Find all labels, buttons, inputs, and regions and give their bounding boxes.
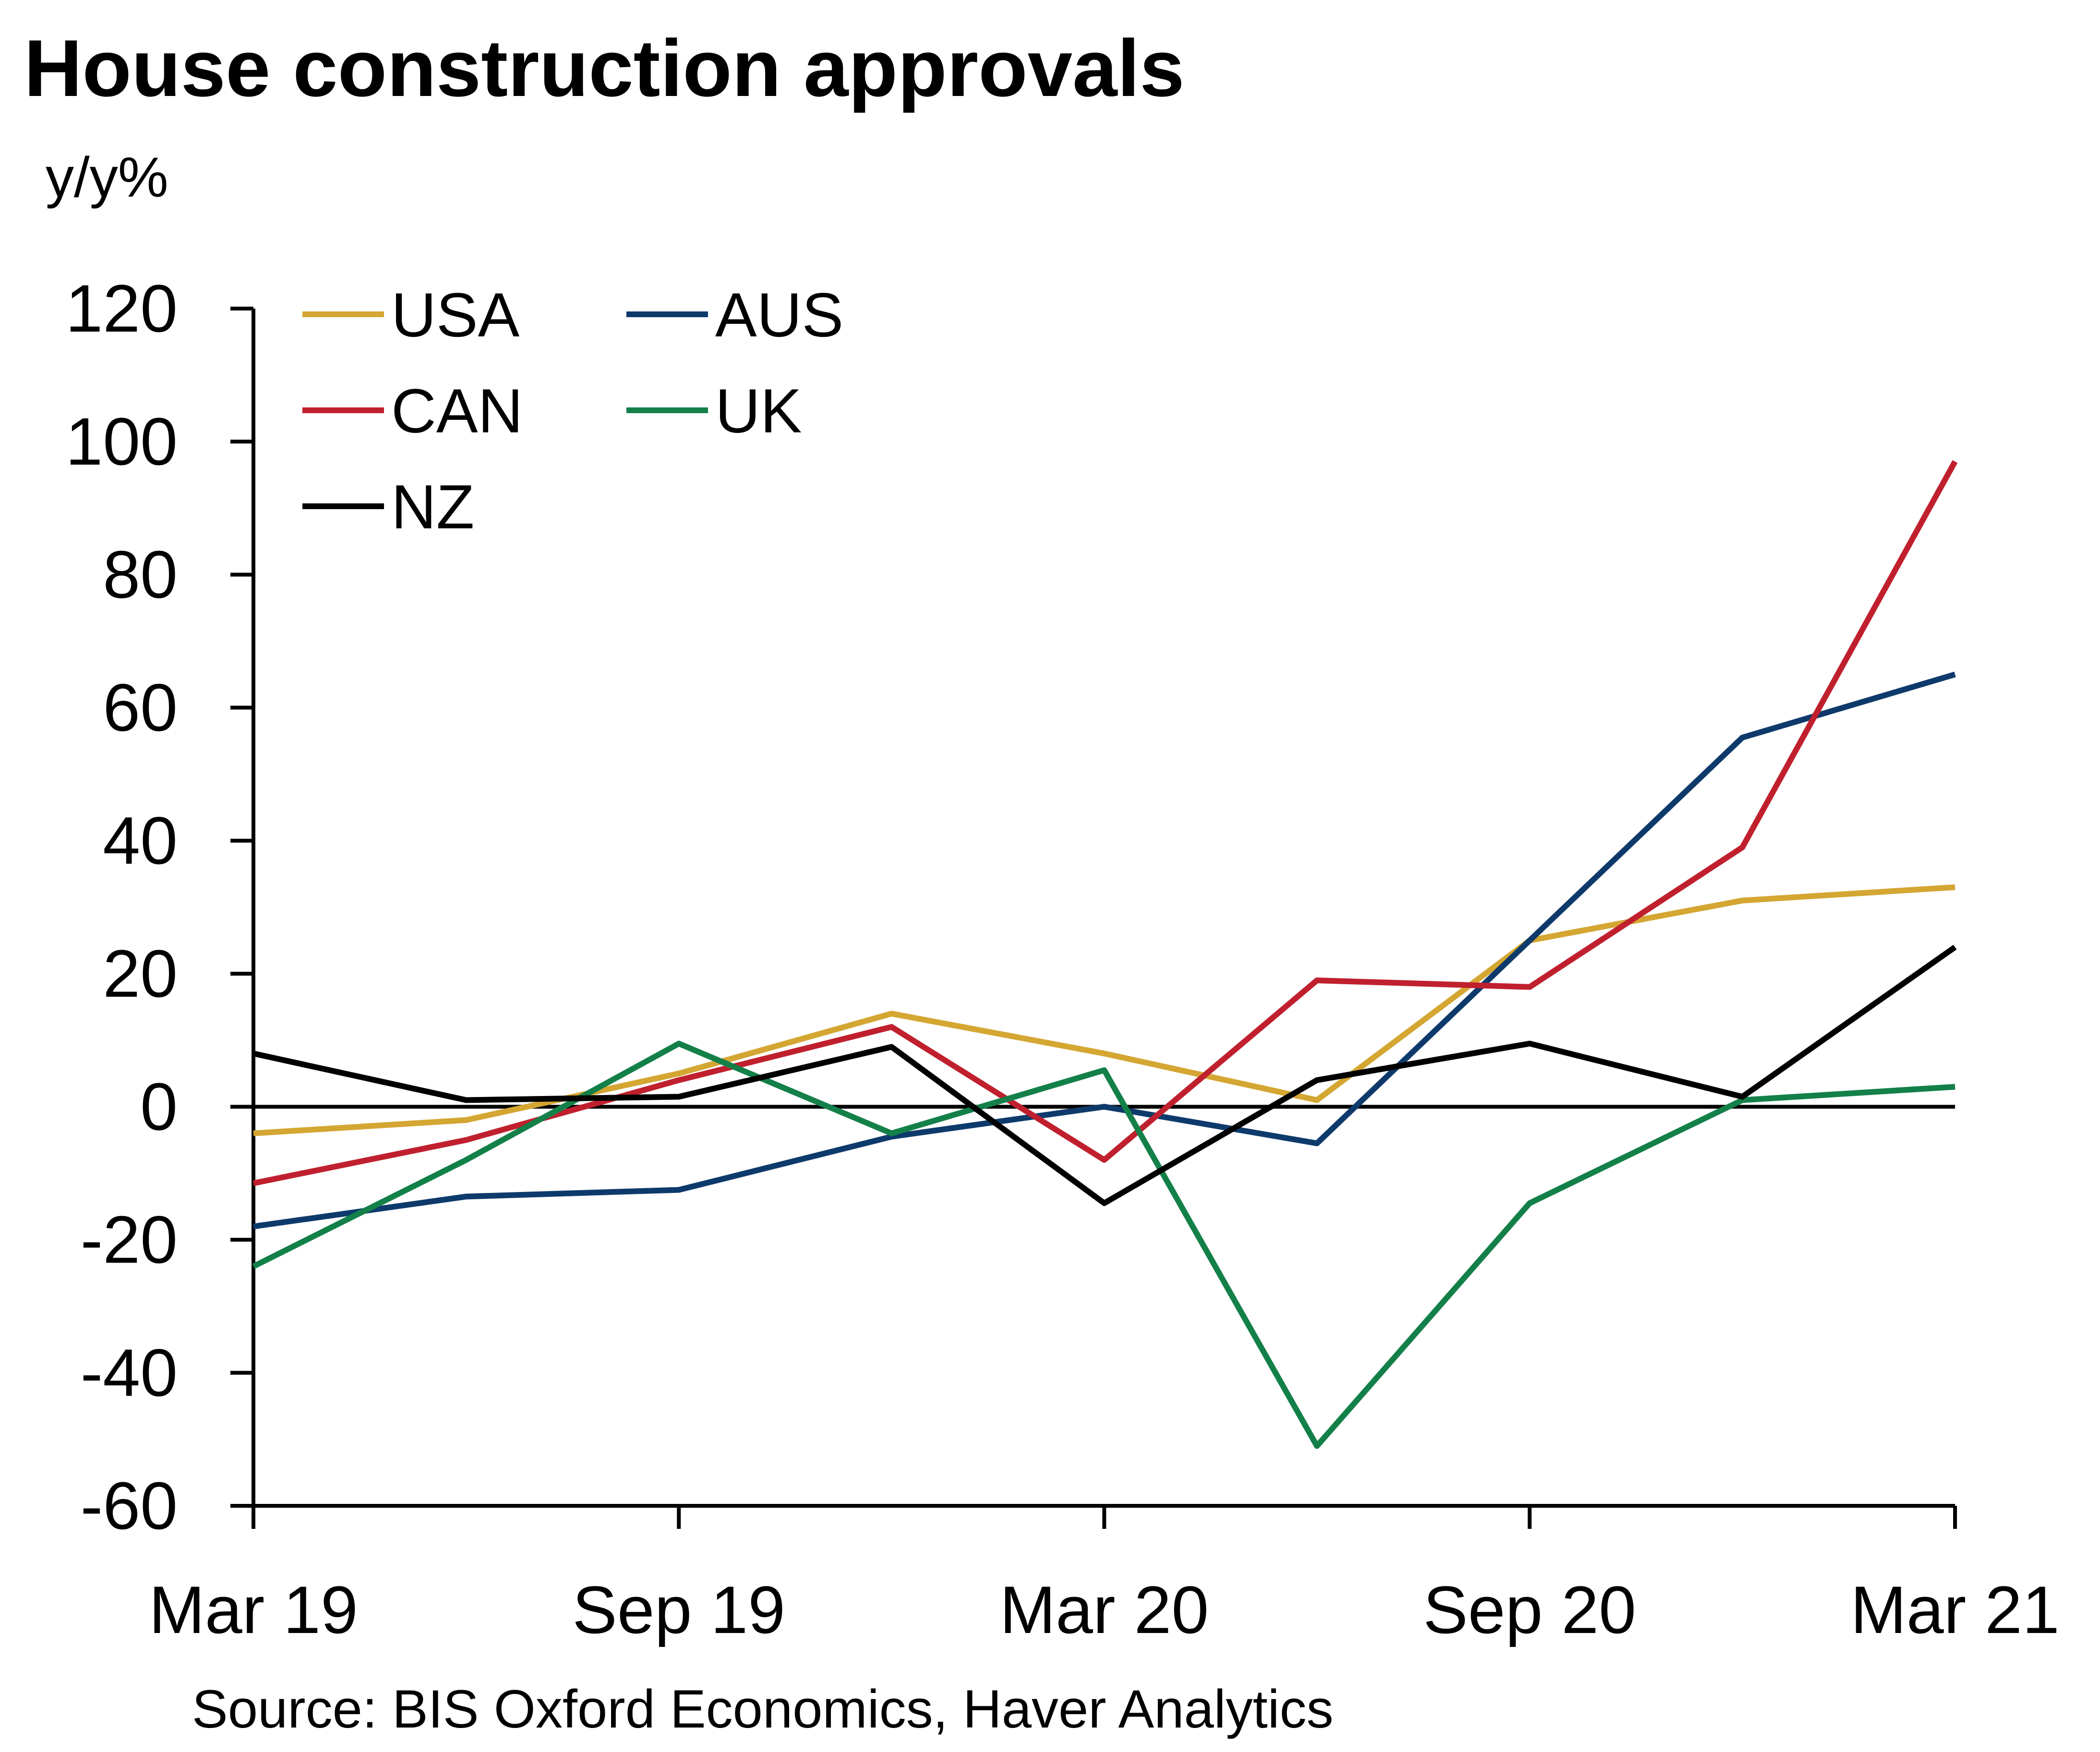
source-note: Source: BIS Oxford Economics, Haver Anal… (192, 1679, 1333, 1739)
legend-label-can: CAN (391, 376, 523, 446)
series-lines (252, 460, 1958, 1449)
y-tick-label: 40 (103, 803, 178, 878)
y-tick-label: -40 (81, 1335, 178, 1410)
series-line-usa (253, 884, 1956, 1136)
y-tick-label: 0 (140, 1069, 178, 1144)
x-tick-label: Sep 19 (572, 1572, 785, 1647)
x-tick-label: Mar 19 (149, 1572, 358, 1647)
y-tick-label: 20 (103, 936, 178, 1011)
x-tick-label: Mar 20 (1000, 1572, 1209, 1647)
y-tick-label: 100 (65, 404, 178, 479)
series-line-uk (252, 1040, 1956, 1449)
y-tick-label: 60 (103, 670, 178, 745)
x-tick-label: Mar 21 (1850, 1572, 2060, 1647)
legend-label-aus: AUS (715, 280, 843, 350)
y-tick-label: -60 (81, 1468, 178, 1543)
y-tick-label: 120 (65, 271, 178, 346)
axes: -60 -40 -20 0 20 40 60 80 100 120 Mar 19 Sep 19 Mar … (65, 271, 2059, 1647)
y-tick-label: 80 (103, 536, 178, 612)
x-tick-label: Sep 20 (1423, 1572, 1636, 1647)
chart-title: House construction approvals (24, 23, 1185, 113)
series-line-aus (253, 671, 1956, 1229)
legend-label-uk: UK (715, 376, 802, 446)
y-tick-label: -20 (81, 1202, 178, 1277)
y-axis-label: y/y% (46, 146, 168, 209)
series-line-nz (252, 944, 1957, 1206)
legend-label-usa: USA (391, 280, 520, 350)
legend: USA AUS CAN UK NZ (302, 280, 843, 542)
legend-label-nz: NZ (391, 472, 474, 542)
